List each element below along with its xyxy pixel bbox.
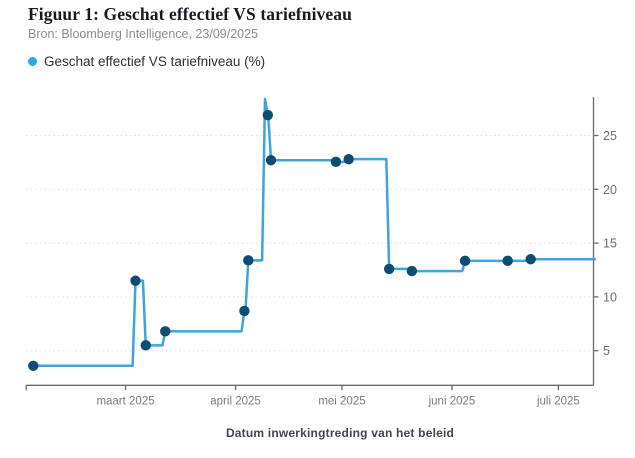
data-point-marker bbox=[406, 265, 418, 277]
data-point-marker bbox=[265, 155, 277, 166]
legend: Geschat effectief VS tariefniveau (%) bbox=[28, 54, 265, 69]
data-point-marker bbox=[502, 255, 513, 267]
series-markers bbox=[28, 109, 536, 371]
data-point-marker bbox=[459, 255, 471, 267]
data-point-marker bbox=[262, 109, 274, 121]
x-axis-title: Datum inwerkingtreding van het beleid bbox=[225, 426, 455, 440]
y-tick-label: 15 bbox=[603, 237, 617, 251]
data-point-marker bbox=[28, 360, 39, 371]
data-point-marker bbox=[243, 255, 254, 266]
x-tick-label: juni 2025 bbox=[428, 395, 476, 407]
data-point-marker bbox=[330, 156, 342, 168]
data-point-marker bbox=[130, 275, 141, 286]
x-tick-label: april 2025 bbox=[210, 395, 261, 407]
legend-label: Geschat effectief VS tariefniveau (%) bbox=[44, 54, 266, 69]
x-tick-label: maart 2025 bbox=[96, 395, 154, 407]
series-line bbox=[32, 97, 597, 368]
data-point-marker bbox=[140, 340, 151, 351]
gridlines bbox=[26, 135, 594, 352]
x-tick-label: juli 2025 bbox=[536, 395, 580, 407]
y-tick-label: 5 bbox=[603, 344, 610, 358]
data-point-marker bbox=[525, 254, 536, 265]
legend-dot-icon bbox=[28, 57, 37, 66]
data-point-marker bbox=[239, 305, 250, 317]
plot-area[interactable]: maart 2025 april 2025 mei 2025 juni 2025 jul… bbox=[0, 88, 635, 413]
x-axis: maart 2025 april 2025 mei 2025 juni 2025 jul… bbox=[25, 384, 594, 407]
data-point-marker bbox=[160, 326, 171, 337]
x-tick-label: mei 2025 bbox=[318, 395, 365, 407]
data-point-marker bbox=[343, 153, 354, 165]
figure-source: Bron: Bloomberg Intelligence, 23/09/2025 bbox=[28, 27, 259, 41]
y-tick-label: 20 bbox=[603, 183, 617, 197]
y-tick-label: 10 bbox=[603, 290, 617, 304]
data-point-marker bbox=[383, 263, 395, 275]
figure-title: Figuur 1: Geschat effectief VS tariefniv… bbox=[28, 4, 352, 24]
y-tick-label: 25 bbox=[603, 129, 617, 143]
y-axis: 5 10 15 20 25 bbox=[592, 97, 617, 386]
